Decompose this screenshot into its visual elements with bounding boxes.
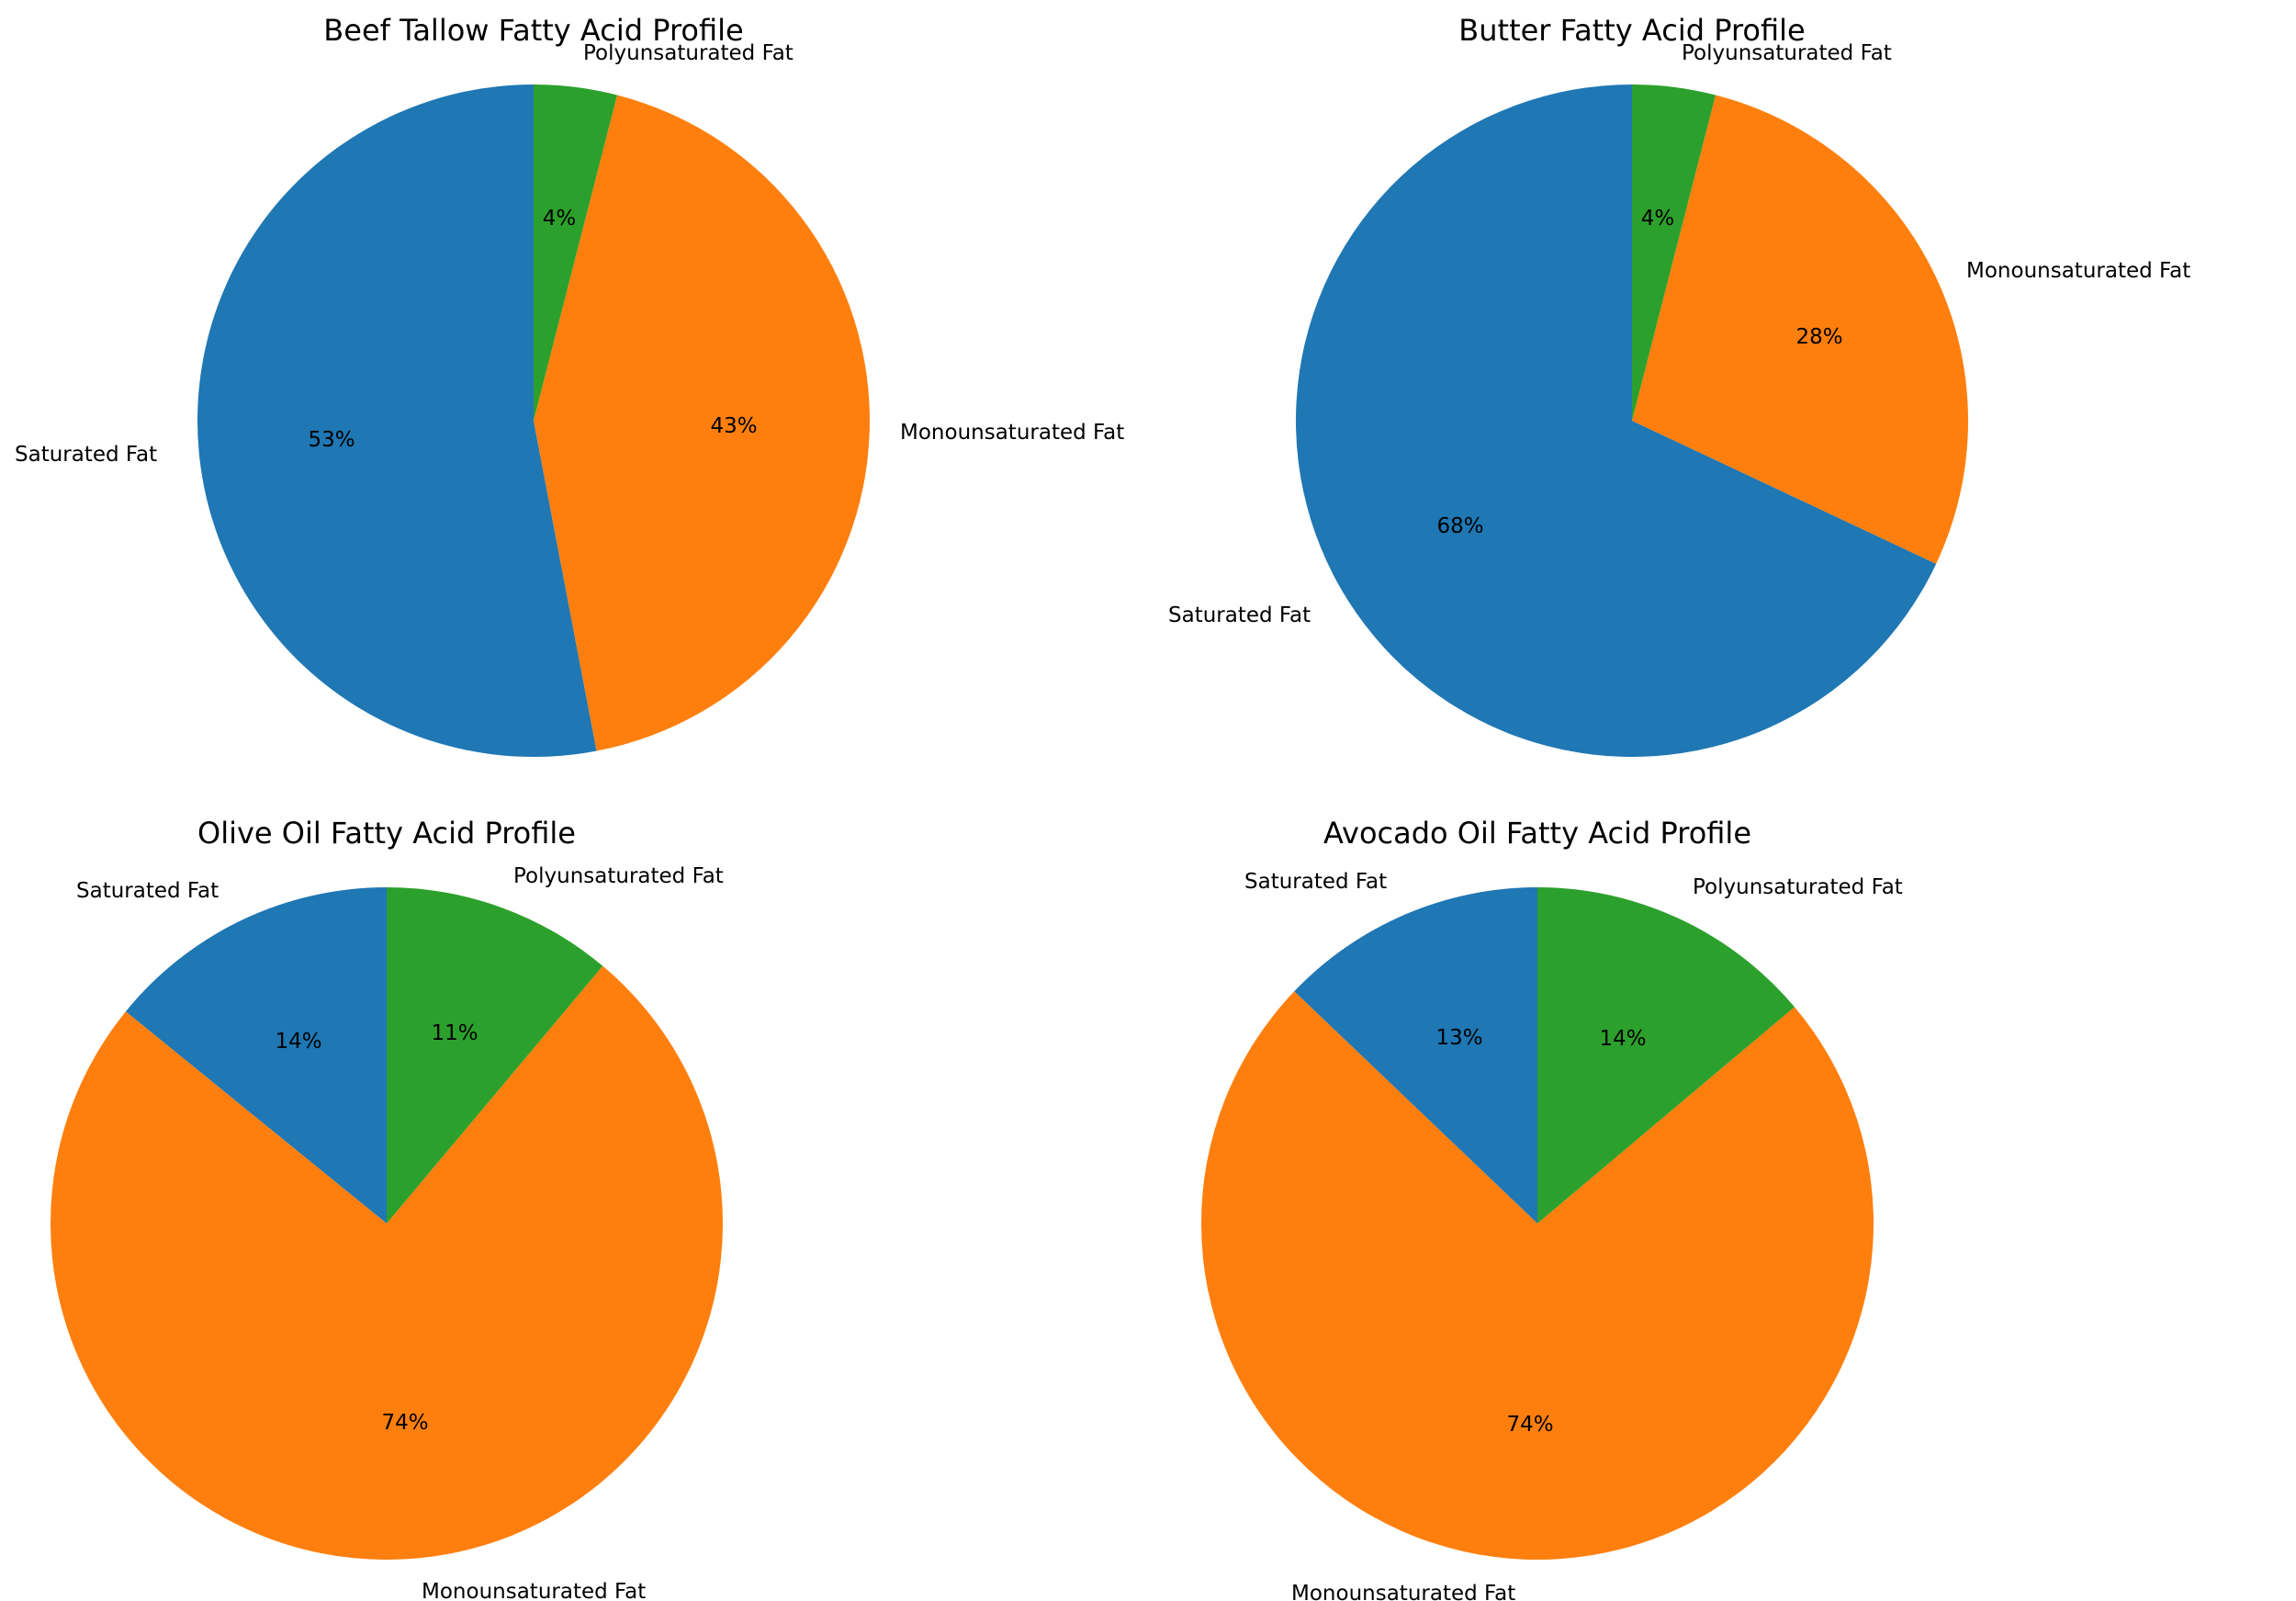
pct-label-monounsaturated: 43% [710, 414, 757, 438]
pct-label-polyunsaturated: 4% [543, 207, 577, 231]
slice-label-saturated: Saturated Fat [76, 879, 219, 903]
pie-chart-olive-oil: Olive Oil Fatty Acid Profile Saturated F… [50, 816, 724, 1601]
pct-label-polyunsaturated: 4% [1641, 207, 1675, 231]
pie-slice-saturated-fat [1296, 85, 1937, 757]
pct-label-monounsaturated: 74% [381, 1411, 428, 1435]
pie-chart-avocado-oil: Avocado Oil Fatty Acid Profile Saturated… [1201, 816, 1903, 1601]
chart-title: Avocado Oil Fatty Acid Profile [1323, 816, 1751, 851]
pct-label-monounsaturated: 28% [1795, 325, 1842, 349]
slice-label-saturated: Saturated Fat [15, 443, 157, 467]
slice-label-monounsaturated: Monounsaturated Fat [422, 1580, 646, 1601]
pie-slice-monounsaturated-fat [50, 965, 723, 1561]
pie-slice-polyunsaturated-fat [534, 85, 618, 421]
chart-title: Olive Oil Fatty Acid Profile [197, 816, 576, 851]
pct-label-polyunsaturated: 14% [1599, 1027, 1646, 1051]
chart-title: Butter Fatty Acid Profile [1458, 13, 1805, 48]
pie-chart-beef-tallow: Beef Tallow Fatty Acid Profile Saturated… [15, 13, 1124, 758]
pie-slice-saturated-fat [125, 887, 387, 1223]
slice-label-polyunsaturated: Polyunsaturated Fat [1682, 41, 1892, 65]
slice-label-monounsaturated: Monounsaturated Fat [1966, 259, 2190, 283]
pct-label-polyunsaturated: 11% [431, 1021, 478, 1045]
pie-slice-monounsaturated-fat [534, 95, 871, 751]
slice-label-monounsaturated: Monounsaturated Fat [900, 421, 1124, 445]
pie-slice-monounsaturated-fat [1201, 991, 1874, 1561]
slice-label-saturated: Saturated Fat [1168, 603, 1311, 627]
slice-label-monounsaturated: Monounsaturated Fat [1291, 1582, 1515, 1601]
pct-label-saturated: 13% [1435, 1026, 1482, 1050]
pie-chart-butter: Butter Fatty Acid Profile Saturated Fat … [1168, 13, 2190, 757]
pie-slice-saturated-fat [197, 85, 597, 758]
pie-slice-polyunsaturated-fat [1632, 85, 1716, 421]
pct-label-saturated: 14% [275, 1030, 321, 1054]
slice-label-saturated: Saturated Fat [1244, 870, 1387, 894]
pct-label-monounsaturated: 74% [1506, 1413, 1553, 1437]
pie-slice-monounsaturated-fat [1632, 95, 1969, 564]
slice-label-polyunsaturated: Polyunsaturated Fat [1693, 875, 1903, 899]
pie-slice-polyunsaturated-fat [387, 887, 603, 1223]
pct-label-saturated: 68% [1436, 514, 1483, 538]
slice-label-polyunsaturated: Polyunsaturated Fat [583, 41, 793, 65]
pie-slice-saturated-fat [1294, 887, 1537, 1223]
pct-label-saturated: 53% [308, 428, 355, 452]
pie-slice-polyunsaturated-fat [1537, 887, 1795, 1223]
chart-title: Beef Tallow Fatty Acid Profile [323, 13, 743, 48]
slice-label-polyunsaturated: Polyunsaturated Fat [513, 864, 724, 888]
